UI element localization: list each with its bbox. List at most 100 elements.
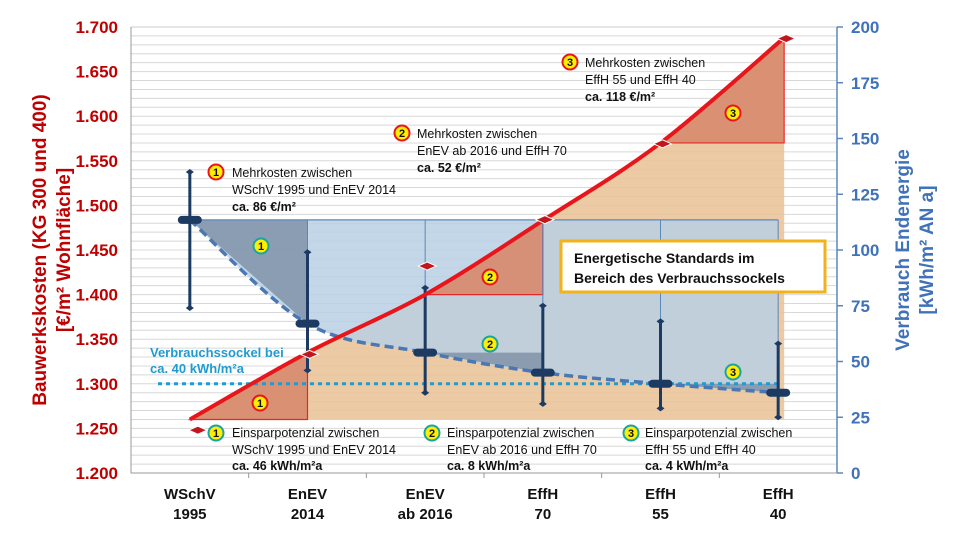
- energy-range-cap: [421, 284, 430, 291]
- cost-1-line2: WSchV 1995 und EnEV 2014: [232, 183, 396, 197]
- saving-3-line1: Einsparpotenzial zwischen: [645, 426, 792, 440]
- saving-badge: [481, 335, 499, 353]
- energy-range-cap: [303, 367, 312, 374]
- energy-point: [766, 388, 791, 397]
- cost-curve: [188, 36, 786, 422]
- category-label: 70: [534, 506, 551, 523]
- cost-2-value: ca. 52 €/m²: [417, 161, 481, 175]
- cost-2-line2: EnEV ab 2016 und EffH 70: [417, 144, 567, 158]
- energy-point: [295, 319, 320, 328]
- left-tick-label: 1.500: [75, 196, 118, 215]
- left-tick-label: 1.300: [75, 375, 118, 394]
- saving-1-value: ca. 46 kWh/m²a: [232, 459, 323, 473]
- cost-2-line1: Mehrkosten zwischen: [417, 127, 537, 141]
- category-label: ab 2016: [398, 506, 453, 523]
- saving-badge: [207, 424, 225, 442]
- cost-badge-number: 3: [567, 57, 573, 69]
- saving-2-line2: EnEV ab 2016 und EffH 70: [447, 443, 597, 457]
- right-tick-label: 125: [851, 185, 879, 204]
- cost-3-value: ca. 118 €/m²: [585, 90, 655, 104]
- energy-range-cap: [538, 302, 547, 309]
- saving-badge: [423, 424, 441, 442]
- saving-1-line2: WSchV 1995 und EnEV 2014: [232, 443, 396, 457]
- area-fills: [187, 36, 785, 421]
- category-label: 40: [770, 506, 787, 523]
- cost-marker: [775, 34, 797, 44]
- saving-badge: [252, 237, 270, 255]
- saving-badge-number: 2: [487, 339, 493, 351]
- saving-3-line2: EffH 55 und EffH 40: [645, 443, 756, 457]
- cost-badge: [481, 268, 499, 286]
- right-tick-label: 175: [851, 74, 879, 93]
- energy-range-cap: [656, 405, 665, 412]
- saving-badge-number: 1: [258, 241, 264, 253]
- cost-3-line1: Mehrkosten zwischen: [585, 56, 705, 70]
- cost-marker: [534, 215, 556, 225]
- energy-point: [413, 348, 438, 357]
- energy-point: [177, 215, 202, 224]
- energy-point: [530, 368, 555, 377]
- cost-annotation-3: Mehrkosten zwischen EffH 55 und EffH 40 …: [585, 56, 705, 104]
- legend-box: Energetische Standards im Bereich des Ve…: [559, 239, 827, 294]
- category-label: WSchV: [164, 486, 216, 503]
- left-tick-label: 1.250: [75, 419, 118, 438]
- cost-3-line2: EffH 55 und EffH 40: [585, 73, 696, 87]
- saving-1-line1: Einsparpotenzial zwischen: [232, 426, 379, 440]
- saving-2-value: ca. 8 kWh/m²a: [447, 459, 531, 473]
- saving-badge-number: 3: [628, 428, 634, 440]
- left-tick-label: 1.550: [75, 152, 118, 171]
- category-label: EffH: [527, 486, 558, 503]
- cost-1-line1: Mehrkosten zwischen: [232, 166, 352, 180]
- right-tick-label: 100: [851, 241, 879, 260]
- right-axis-title: Verbrauch Endenergie: [893, 149, 914, 351]
- saving-badge-number: 3: [730, 367, 736, 379]
- energy-range-cap: [774, 340, 783, 347]
- saving-badge: [622, 424, 640, 442]
- cost-badge-number: 1: [257, 398, 263, 410]
- category-label: EffH: [763, 486, 794, 503]
- energy-range-cap: [421, 389, 430, 396]
- left-tick-label: 1.650: [75, 63, 118, 82]
- cost-badge: [207, 163, 225, 181]
- left-tick-label: 1.400: [75, 286, 118, 305]
- right-tick-label: 200: [851, 18, 879, 37]
- category-label: 1995: [173, 506, 206, 523]
- category-label: EnEV: [288, 486, 327, 503]
- cost-annotation-2: Mehrkosten zwischen EnEV ab 2016 und Eff…: [417, 127, 567, 175]
- annotations: Mehrkosten zwischen WSchV 1995 und EnEV …: [232, 56, 792, 473]
- cost-badge-number: 1: [213, 167, 219, 179]
- right-tick-label: 150: [851, 130, 879, 149]
- saving-region-1: [189, 219, 308, 324]
- cost-badge-number: 3: [730, 108, 736, 120]
- energy-range-cap: [538, 400, 547, 407]
- right-tick-label: 25: [851, 408, 870, 427]
- cost-1-value: ca. 86 €/m²: [232, 200, 296, 214]
- saving-3-value: ca. 4 kWh/m²a: [645, 459, 729, 473]
- axes: 1.200 1.250 1.300 1.350 1.400 1.450 1.500 1.550…: [75, 18, 879, 523]
- cost-badge: [251, 394, 269, 412]
- left-tick-label: 1.200: [75, 464, 118, 483]
- energy-range-cap: [656, 318, 665, 325]
- right-tick-label: 0: [851, 464, 860, 483]
- baseline-label-1: Verbrauchssockel bei: [150, 345, 284, 360]
- baseline-label-2: ca. 40 kWh/m²a: [150, 361, 245, 376]
- legend-line-2: Bereich des Verbrauchssockels: [574, 270, 785, 286]
- saving-2-line1: Einsparpotenzial zwischen: [447, 426, 594, 440]
- saving-annotation-1: Einsparpotenzial zwischen WSchV 1995 und…: [232, 426, 396, 473]
- saving-annotation-3: Einsparpotenzial zwischen EffH 55 und Ef…: [645, 426, 792, 473]
- left-tick-label: 1.600: [75, 107, 118, 126]
- legend-line-1: Energetische Standards im: [574, 250, 755, 266]
- left-tick-label: 1.450: [75, 241, 118, 260]
- category-label: EnEV: [406, 486, 445, 503]
- cost-badge-number: 2: [487, 272, 493, 284]
- left-tick-label: 1.350: [75, 330, 118, 349]
- left-tick-label: 1.700: [75, 18, 118, 37]
- cost-annotation-1: Mehrkosten zwischen WSchV 1995 und EnEV …: [232, 166, 396, 214]
- energy-range-cap: [774, 414, 783, 421]
- category-label: 55: [652, 506, 669, 523]
- right-axis-unit: [kWh/m² AN a]: [917, 185, 938, 314]
- right-tick-label: 75: [851, 297, 870, 316]
- saving-badge-number: 2: [429, 428, 435, 440]
